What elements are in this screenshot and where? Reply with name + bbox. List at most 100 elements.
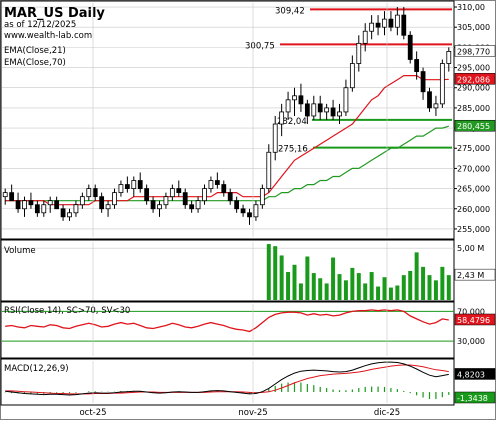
candle-body — [176, 188, 182, 194]
rsi-title: RSI(Close,14), SC>70, SV<30 — [4, 306, 130, 316]
candle-body — [304, 103, 310, 117]
macd-last-box — [454, 368, 496, 380]
candle-body — [227, 192, 233, 202]
volume-bar — [440, 266, 445, 300]
candle-body — [337, 111, 342, 117]
rsi-last-label: 58,4796 — [457, 316, 490, 325]
candle-body — [99, 196, 105, 210]
candle-body — [144, 188, 150, 202]
volume-bars — [266, 244, 451, 300]
level-label: 309,42 — [275, 6, 305, 16]
volume-bar — [427, 275, 432, 300]
price-tick-label: 310,00 — [457, 3, 485, 12]
candle-body — [54, 200, 60, 210]
candle-body — [362, 30, 368, 44]
volume-panel: Volume 5,00 M 2,43 M — [0, 239, 496, 302]
volume-bar — [305, 256, 310, 300]
candle-body — [92, 188, 98, 198]
candle-body — [439, 63, 445, 105]
candlesticks — [2, 7, 452, 225]
candle-body — [202, 188, 207, 202]
candle-body — [112, 192, 117, 206]
volume-axis: 5,00 M 2,43 M — [454, 244, 496, 281]
candle-body — [221, 184, 227, 194]
ema21-legend: EMA(Close,21) — [4, 46, 66, 56]
candle-body — [298, 95, 304, 105]
candle-body — [240, 208, 246, 214]
macd-title: MACD(12,26,9) — [4, 364, 69, 374]
volume-bar — [279, 255, 284, 300]
candle-body — [41, 204, 47, 214]
candle-body — [388, 18, 394, 28]
price-panel: 309,42 300,75 282,04 275,16 MAR_US Daily as… — [0, 0, 496, 240]
volume-bar — [311, 273, 316, 300]
candle-body — [401, 14, 407, 36]
candle-body — [163, 196, 169, 206]
level-label: 300,75 — [245, 41, 275, 51]
candle-body — [407, 34, 413, 60]
candle-body — [394, 14, 400, 28]
last-price-tag-box — [454, 45, 496, 57]
ema21-value-tag-box — [454, 73, 496, 85]
candle-body — [86, 188, 92, 198]
volume-bar — [446, 275, 451, 300]
candle-body — [414, 59, 420, 72]
candle-body — [22, 200, 27, 210]
macd-panel: MACD(12,26,9) 4,8203 -1,3438 — [0, 358, 496, 406]
level-label: 282,04 — [277, 117, 307, 127]
volume-bar — [337, 274, 342, 300]
ema70-value-tag-box — [454, 119, 496, 132]
candle-body — [28, 200, 34, 206]
date-tick-label: oct-25 — [79, 408, 106, 418]
symbol-title: MAR_US Daily — [4, 6, 105, 21]
price-tick-label: 295,000 — [457, 64, 490, 73]
candle-body — [118, 184, 124, 194]
candle-body — [169, 188, 175, 198]
volume-last-label: 2,43 M — [457, 271, 484, 280]
candle-body — [214, 180, 220, 185]
price-tick-label: 275,000 — [457, 144, 490, 153]
macd-hist-box — [454, 391, 496, 404]
candle-body — [195, 200, 201, 210]
candle-body — [369, 22, 375, 32]
candle-body — [47, 200, 53, 206]
level-label: 275,16 — [278, 145, 308, 155]
price-axis: 310,00305,000300,000295,000290,000285,00… — [454, 3, 490, 234]
candle-body — [67, 212, 72, 218]
volume-bar — [376, 286, 381, 300]
price-tick-label: 255,000 — [457, 225, 490, 234]
candle-body — [330, 107, 336, 117]
candle-body — [382, 18, 387, 28]
volume-bar — [401, 275, 406, 300]
candle-body — [15, 200, 21, 210]
candle-body — [279, 111, 285, 125]
candle-body — [253, 204, 259, 218]
candle-body — [420, 71, 426, 93]
rsi-tick-label: 30,000 — [457, 337, 485, 346]
candle-body — [9, 192, 15, 202]
candle-body — [2, 192, 8, 198]
volume-bar — [356, 273, 361, 300]
volume-bar — [388, 287, 393, 300]
rsi-axis: 70,000 30,000 58,4796 — [454, 307, 496, 346]
ema21-value-tag: 292,086 — [457, 75, 490, 84]
volume-bar — [318, 278, 323, 300]
candle-body — [266, 151, 272, 189]
volume-bar — [350, 267, 355, 300]
candle-body — [375, 22, 381, 28]
candle-body — [34, 204, 40, 214]
volume-bar — [286, 272, 291, 300]
candle-body — [272, 123, 278, 153]
candle-body — [446, 51, 452, 64]
candle-body — [60, 208, 66, 218]
volume-bar — [343, 280, 348, 300]
candle-body — [131, 180, 137, 189]
macd-axis: 4,8203 -1,3438 — [454, 368, 496, 404]
candle-body — [73, 204, 79, 214]
volume-bar — [414, 252, 419, 300]
candle-body — [317, 103, 323, 113]
macd-line — [5, 361, 449, 396]
ema70-line — [5, 125, 449, 202]
candle-body — [433, 103, 439, 109]
volume-bar — [363, 283, 368, 300]
